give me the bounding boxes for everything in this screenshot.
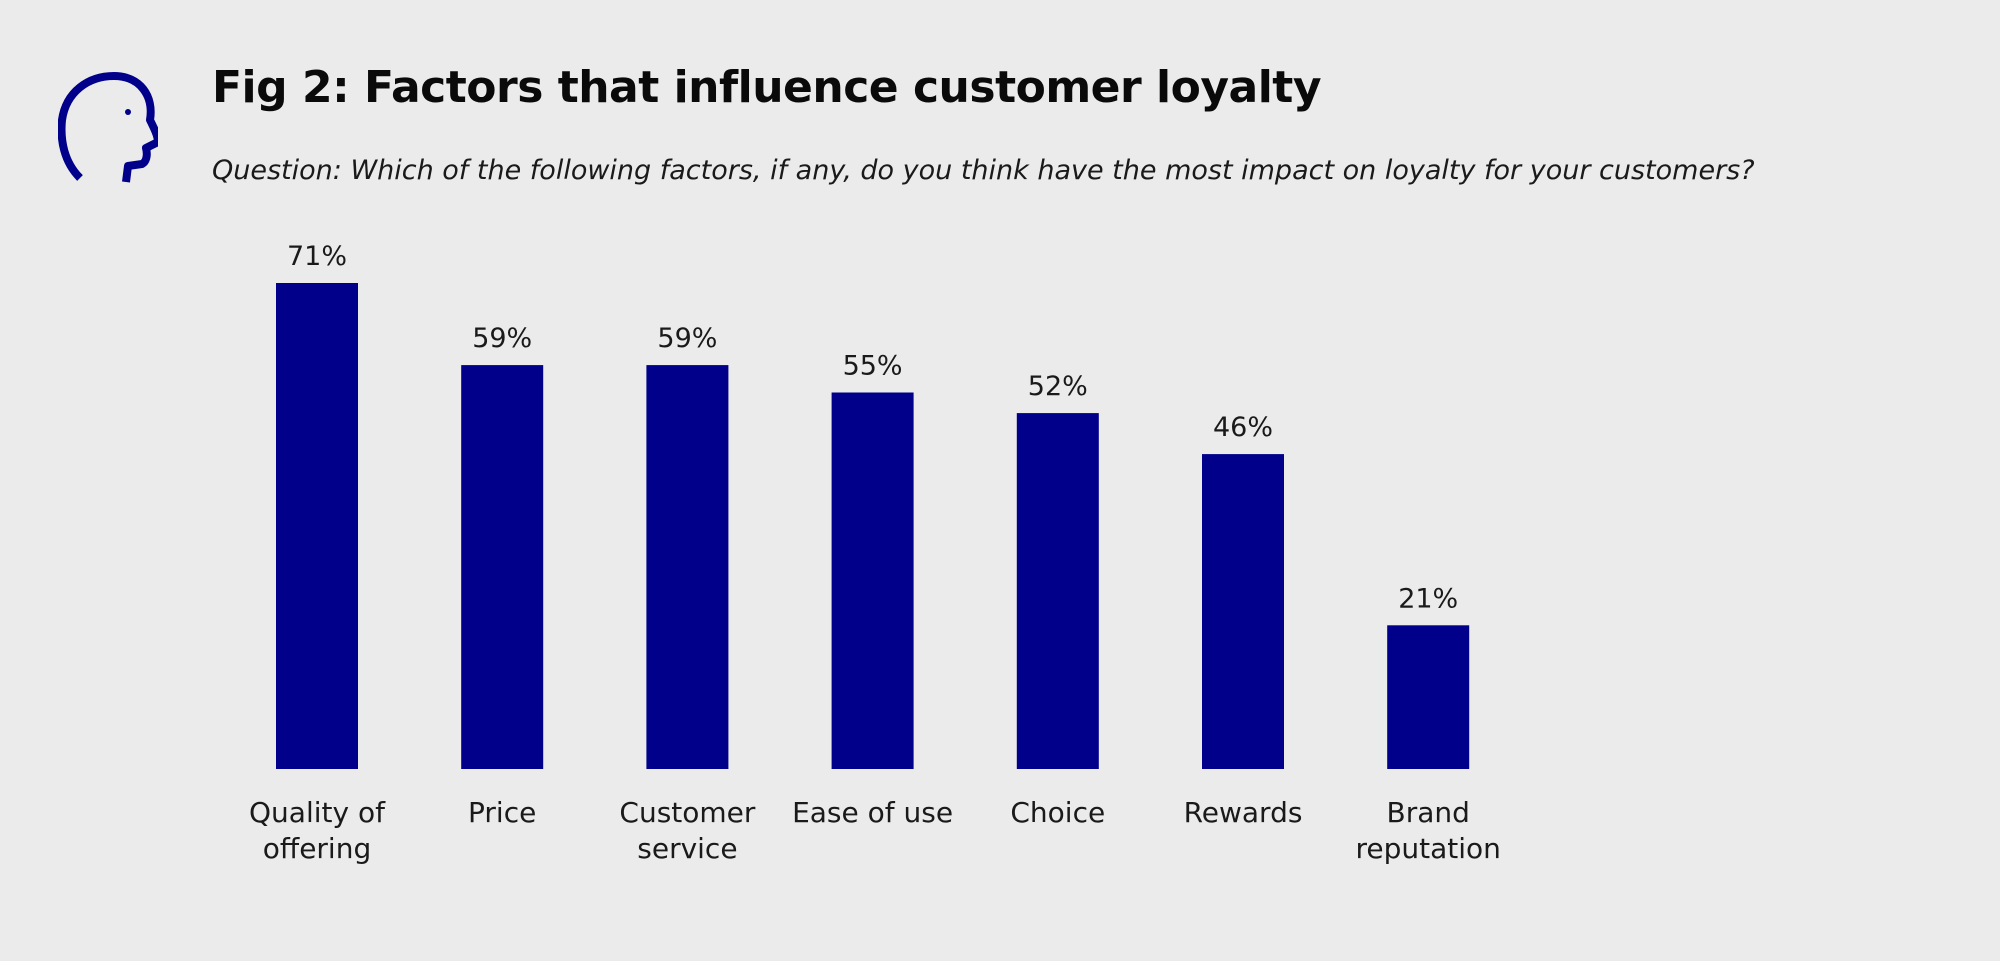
category-label-line: Quality of — [249, 796, 386, 829]
category-label: Rewards — [1184, 796, 1303, 829]
bar-value-label: 46% — [1213, 412, 1273, 443]
bar-value-label: 52% — [1028, 371, 1088, 402]
category-label-line: Ease of use — [792, 796, 953, 829]
category-label: Choice — [1010, 796, 1105, 829]
category-label-line: offering — [263, 832, 371, 865]
category-label-line: Brand — [1386, 796, 1469, 829]
bar — [1016, 413, 1099, 769]
category-label-line: Price — [468, 796, 536, 829]
category-label: Customer service — [619, 796, 755, 865]
bar-value-label: 59% — [472, 323, 532, 354]
bar-value-label: 71% — [287, 241, 347, 272]
category-label-line: Choice — [1010, 796, 1105, 829]
category-labels-group: Quality of offering Price Customer service Ea… — [249, 796, 1501, 865]
category-label: Quality of offering — [249, 796, 386, 865]
category-label: Brand reputation — [1355, 796, 1500, 865]
bar-value-label: 21% — [1398, 583, 1458, 614]
bar — [646, 365, 729, 769]
bar — [276, 283, 358, 769]
chart-subtitle: Question: Which of the following factors… — [212, 155, 1755, 186]
bar-value-label: 55% — [843, 351, 903, 382]
category-label: Price — [468, 796, 536, 829]
bar — [1202, 454, 1284, 769]
category-label-line: reputation — [1355, 832, 1500, 865]
category-label: Ease of use — [792, 796, 953, 829]
bar — [1387, 625, 1470, 769]
bar — [461, 365, 544, 769]
chart-title: Fig 2: Factors that influence customer l… — [212, 62, 1322, 113]
bar — [831, 392, 914, 769]
bars-group — [276, 283, 1470, 769]
category-label-line: service — [637, 832, 737, 865]
category-label-line: Rewards — [1184, 796, 1303, 829]
head-profile-icon — [58, 72, 158, 183]
value-labels-group: 71% 59% 59% 55% 52% 46% 21% — [287, 241, 1458, 614]
category-label-line: Customer — [619, 796, 755, 829]
bar-value-label: 59% — [657, 323, 717, 354]
